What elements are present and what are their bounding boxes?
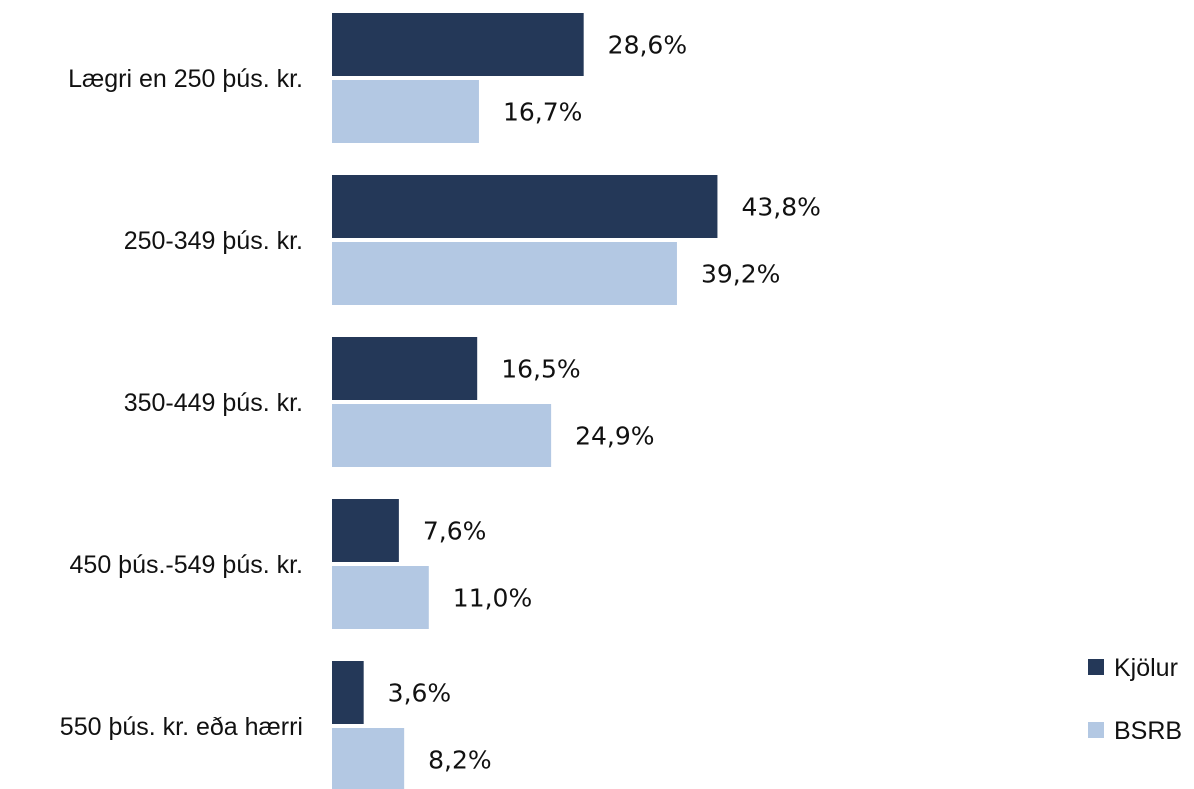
legend-swatch-kj-lur [1088,659,1104,675]
legend: Kjölur BSRB [1088,654,1182,745]
category-label-3: 350-449 þús. kr. [124,389,303,417]
data-label-bsrb-5: 8,2% [428,746,492,775]
data-label-bsrb-3: 24,9% [575,422,654,451]
data-label-kj-lur-4: 7,6% [423,517,487,546]
data-labels-layer: 28,6% 16,7% 43,8% 39,2% 16,5% 24,9% 7,6% 11,0% 3… [388,31,821,775]
category-labels-layer: Lægri en 250 þús. kr. 250-349 þús. kr. 350… [60,65,303,741]
data-label-kj-lur-5: 3,6% [388,679,452,708]
data-label-bsrb-4: 11,0% [453,584,532,613]
data-label-kj-lur-2: 43,8% [741,193,820,222]
bar-kj-lur-4 [332,499,399,562]
category-label-5: 550 þús. kr. eða hærri [60,713,303,741]
bar-bsrb-1 [332,80,479,143]
category-label-4: 450 þús.-549 þús. kr. [70,551,303,579]
bar-bsrb-5 [332,728,405,789]
bars-layer [332,13,718,789]
category-label-1: Lægri en 250 þús. kr. [68,65,303,93]
bar-kj-lur-1 [332,13,584,76]
data-label-kj-lur-1: 28,6% [608,31,687,60]
bar-bsrb-3 [332,404,552,467]
data-label-bsrb-2: 39,2% [701,260,780,289]
bar-kj-lur-5 [332,661,364,724]
bar-kj-lur-2 [332,175,718,238]
bar-kj-lur-3 [332,337,478,400]
legend-label-bsrb: BSRB [1114,717,1182,745]
data-label-bsrb-1: 16,7% [503,98,582,127]
bar-bsrb-2 [332,242,677,305]
legend-swatch-bsrb [1088,722,1104,738]
bar-bsrb-4 [332,566,429,629]
data-label-kj-lur-3: 16,5% [501,355,580,384]
legend-label-kj-lur: Kjölur [1114,654,1178,682]
category-label-2: 250-349 þús. kr. [124,227,303,255]
